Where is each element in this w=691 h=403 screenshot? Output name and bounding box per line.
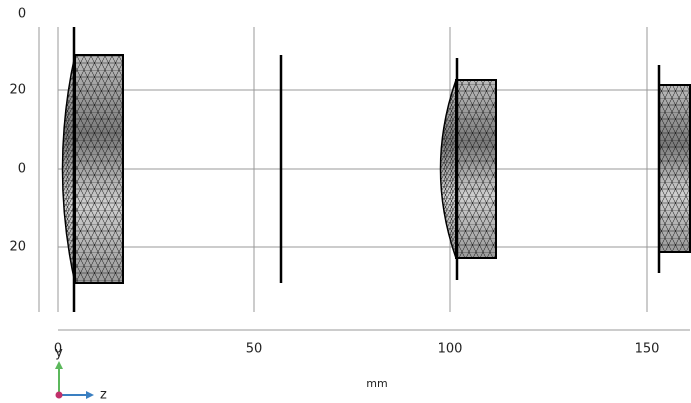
x-tick-label: 50: [246, 342, 263, 357]
triad-y: y: [55, 346, 63, 361]
y-tick-label: 0: [18, 162, 26, 177]
grid: [39, 27, 690, 330]
page: 0 20 0 20 0 50 100 150 mm y z (() => { c…: [0, 0, 691, 403]
lens-3: [659, 65, 690, 273]
x-tick-label: 150: [635, 342, 660, 357]
graphics-view: 0 20 0 20 0 50 100 150 mm y z: [0, 0, 691, 403]
x-tick-label: 100: [438, 342, 463, 357]
axis-triad: y z: [55, 346, 107, 403]
lens-1: [63, 27, 124, 312]
y-tick-label: 20: [9, 240, 26, 255]
top-label: 0: [18, 7, 26, 22]
x-unit: mm: [366, 377, 387, 390]
y-tick-label: 20: [9, 83, 26, 98]
triad-z: z: [100, 388, 107, 403]
